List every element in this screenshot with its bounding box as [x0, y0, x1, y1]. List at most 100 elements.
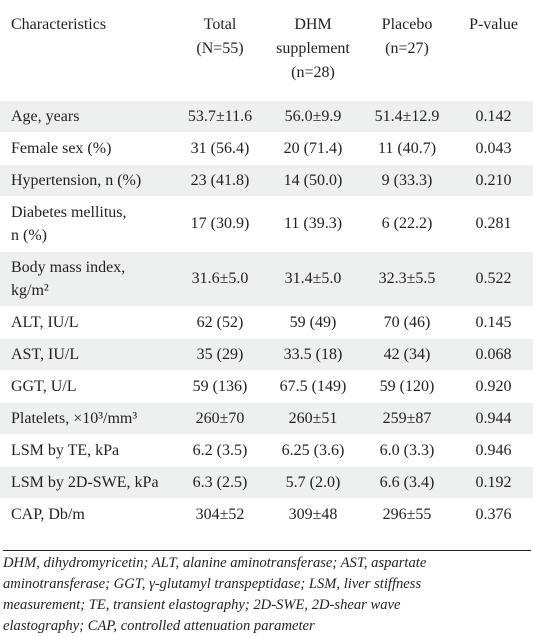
- cell-p-value: 0.281: [475, 215, 512, 232]
- row-label: ALT, IU/L: [0, 306, 174, 338]
- cell-placebo: 51.4±12.9: [374, 107, 440, 125]
- table-row: Age, years 53.7±11.6 56.0±9.9 51.4±12.9 0.14…: [0, 100, 533, 132]
- table-row: LSM by 2D-SWE, kPa 6.3 (2.5) 5.7 (2.0) 6.6 …: [0, 466, 533, 498]
- row-label: LSM by 2D-SWE, kPa: [0, 466, 174, 498]
- cell-p-value: 0.946: [475, 441, 512, 459]
- cell-placebo: 11 (40.7): [377, 139, 437, 157]
- cell-p-value: 0.068: [475, 345, 512, 363]
- row-label: LSM by TE, kPa: [0, 434, 174, 466]
- row-label-line: GGT, U/L: [11, 377, 77, 395]
- cell-p-value: 0.192: [475, 473, 512, 491]
- header-placebo: Placebo (n=27): [360, 0, 454, 100]
- header-line: (n=27): [385, 40, 429, 57]
- cell-placebo: 70 (46): [383, 313, 431, 331]
- row-label: Diabetes mellitus, n (%): [0, 196, 174, 251]
- cell-total: 35 (29): [196, 345, 244, 363]
- header-line: Placebo: [381, 16, 433, 33]
- row-label: Hypertension, n (%): [0, 164, 174, 196]
- row-label-line: Body mass index,: [11, 258, 126, 276]
- table-header-row: Characteristics Total (N=55) DHM supplem…: [0, 0, 533, 100]
- cell-p-value: 0.522: [475, 270, 512, 287]
- row-label: Body mass index, kg/m²: [0, 251, 174, 306]
- cell-total: 53.7±11.6: [187, 107, 253, 125]
- cell-dhm: 14 (50.0): [283, 171, 343, 189]
- cell-total: 23 (41.8): [190, 171, 250, 189]
- cell-placebo: 296±55: [382, 505, 432, 523]
- row-label: Female sex (%): [0, 132, 174, 164]
- cell-placebo: 59 (120): [379, 377, 435, 395]
- cell-total: 17 (30.9): [190, 215, 250, 232]
- cell-p-value: 0.376: [475, 505, 512, 523]
- row-label-line: AST, IU/L: [11, 345, 80, 363]
- footnote-line: elastography; CAP, controlled attenuatio…: [3, 618, 315, 634]
- cell-placebo: 9 (33.3): [381, 171, 433, 189]
- table-row: AST, IU/L 35 (29) 33.5 (18) 42 (34) 0.068: [0, 338, 533, 370]
- cell-placebo: 6.0 (3.3): [379, 441, 435, 459]
- row-label-line: CAP, Db/m: [11, 505, 85, 523]
- cell-total: 6.3 (2.5): [192, 473, 248, 491]
- cell-p-value: 0.944: [475, 409, 512, 427]
- footnote-line: measurement; TE, transient elastography;…: [3, 597, 401, 613]
- cell-p-value: 0.145: [475, 313, 512, 331]
- header-p-value: P-value: [454, 0, 533, 100]
- row-label: GGT, U/L: [0, 370, 174, 402]
- row-label-line: Platelets, ×10³/mm³: [11, 409, 138, 427]
- cell-dhm: 56.0±9.9: [284, 107, 342, 125]
- header-line: DHM: [294, 16, 332, 33]
- table-row: LSM by TE, kPa 6.2 (3.5) 6.25 (3.6) 6.0 (3.…: [0, 434, 533, 466]
- cell-dhm: 31.4±5.0: [284, 270, 342, 287]
- header-line: (N=55): [196, 40, 244, 57]
- table-row: Body mass index, kg/m² 31.6±5.0 31.4±5.0 32.…: [0, 251, 533, 306]
- header-total: Total (N=55): [174, 0, 266, 100]
- row-label-line: Hypertension, n (%): [11, 171, 142, 189]
- cell-p-value: 0.210: [475, 171, 512, 189]
- row-label-line: kg/m²: [11, 281, 49, 299]
- cell-p-value: 0.920: [475, 377, 512, 395]
- cell-total: 260±70: [195, 409, 245, 427]
- header-dhm-supplement: DHM supplement (n=28): [266, 0, 360, 100]
- table-row: Hypertension, n (%) 23 (41.8) 14 (50.0) 9 (…: [0, 164, 533, 196]
- cell-placebo: 6 (22.2): [381, 215, 433, 232]
- cell-dhm: 59 (49): [289, 313, 337, 331]
- cell-total: 31 (56.4): [190, 139, 250, 157]
- cell-dhm: 20 (71.4): [283, 139, 343, 157]
- table-row: ALT, IU/L 62 (52) 59 (49) 70 (46) 0.145: [0, 306, 533, 338]
- table-row: Diabetes mellitus, n (%) 17 (30.9) 11 (39.3…: [0, 196, 533, 251]
- row-label: Age, years: [0, 100, 174, 132]
- footnote-line: aminotransferase; GGT, γ-glutamyl transp…: [3, 576, 422, 592]
- cell-total: 62 (52): [196, 313, 244, 331]
- cell-dhm: 5.7 (2.0): [285, 473, 341, 491]
- cell-total: 59 (136): [192, 377, 248, 395]
- row-label-line: Female sex (%): [11, 139, 112, 157]
- header-line: supplement: [276, 40, 350, 57]
- cell-dhm: 6.25 (3.6): [281, 441, 345, 459]
- row-label-line: n (%): [11, 226, 47, 244]
- cell-dhm: 309±48: [288, 505, 338, 523]
- table-row: Platelets, ×10³/mm³ 260±70 260±51 259±87 0.9…: [0, 402, 533, 434]
- characteristics-table: Characteristics Total (N=55) DHM supplem…: [0, 0, 533, 530]
- table-footnote: DHM, dihydromyricetin; ALT, alanine amin…: [3, 550, 531, 637]
- row-label-line: ALT, IU/L: [11, 313, 79, 331]
- header-line: (n=28): [291, 64, 335, 81]
- row-label-line: Age, years: [11, 107, 80, 125]
- cell-dhm: 67.5 (149): [279, 377, 347, 395]
- row-label: CAP, Db/m: [0, 498, 174, 530]
- cell-total: 304±52: [195, 505, 245, 523]
- table-row: CAP, Db/m 304±52 309±48 296±55 0.376: [0, 498, 533, 530]
- header-line: P-value: [469, 16, 518, 33]
- cell-dhm: 260±51: [288, 409, 338, 427]
- row-label: Platelets, ×10³/mm³: [0, 402, 174, 434]
- cell-total: 31.6±5.0: [191, 270, 249, 287]
- cell-placebo: 32.3±5.5: [378, 270, 436, 287]
- cell-total: 6.2 (3.5): [192, 441, 248, 459]
- table-row: GGT, U/L 59 (136) 67.5 (149) 59 (120) 0.920: [0, 370, 533, 402]
- header-line: Total: [203, 16, 237, 33]
- footnote-line: DHM, dihydromyricetin; ALT, alanine amin…: [3, 555, 427, 571]
- table-body: Age, years 53.7±11.6 56.0±9.9 51.4±12.9 0.14…: [0, 100, 533, 530]
- header-characteristics: Characteristics: [0, 0, 174, 100]
- row-label-line: Diabetes mellitus,: [11, 203, 127, 221]
- row-label-line: LSM by 2D-SWE, kPa: [11, 473, 159, 491]
- table-row: Female sex (%) 31 (56.4) 20 (71.4) 11 (40.7…: [0, 132, 533, 164]
- cell-dhm: 11 (39.3): [283, 215, 343, 232]
